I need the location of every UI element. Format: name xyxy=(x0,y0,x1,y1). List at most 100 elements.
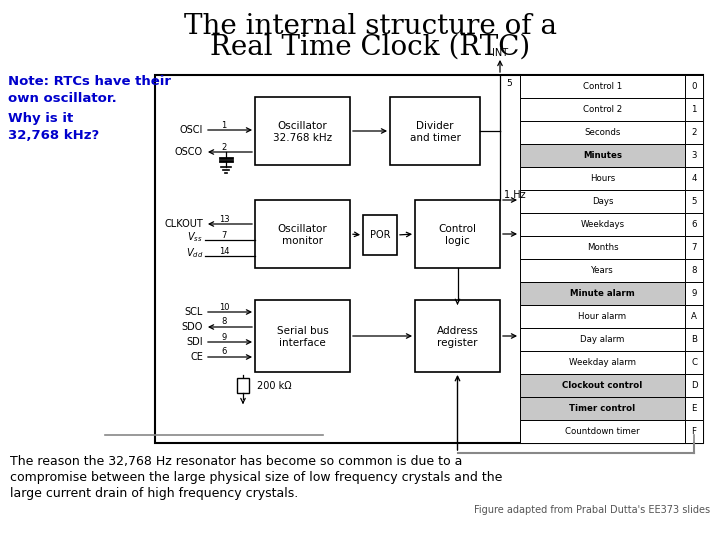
Text: 5: 5 xyxy=(506,78,512,87)
Text: Years: Years xyxy=(591,266,614,275)
Bar xyxy=(520,75,685,98)
Text: Weekday alarm: Weekday alarm xyxy=(569,358,636,367)
Bar xyxy=(155,75,703,443)
Text: 2: 2 xyxy=(691,128,697,137)
Bar xyxy=(685,98,703,121)
Text: Clockout control: Clockout control xyxy=(562,381,643,390)
Text: Days: Days xyxy=(592,197,613,206)
Bar xyxy=(520,305,685,328)
Bar xyxy=(685,213,703,236)
Bar xyxy=(415,200,500,268)
Text: The reason the 32,768 Hz resonator has become so common is due to a: The reason the 32,768 Hz resonator has b… xyxy=(10,456,462,469)
Text: and timer: and timer xyxy=(410,133,460,143)
Text: 200 kΩ: 200 kΩ xyxy=(257,381,292,391)
Text: C: C xyxy=(691,358,697,367)
Bar xyxy=(390,97,480,165)
Bar xyxy=(415,300,500,372)
Bar xyxy=(685,420,703,443)
Bar xyxy=(520,374,685,397)
Text: Figure adapted from Prabal Dutta's EE373 slides: Figure adapted from Prabal Dutta's EE373… xyxy=(474,505,710,515)
Text: Divider: Divider xyxy=(416,121,454,131)
Bar xyxy=(255,300,350,372)
Text: OSCI: OSCI xyxy=(179,125,203,135)
Text: 32.768 kHz: 32.768 kHz xyxy=(273,133,332,143)
Text: POR: POR xyxy=(370,230,390,240)
Text: Oscillator: Oscillator xyxy=(278,121,328,131)
Text: D: D xyxy=(690,381,697,390)
Text: Months: Months xyxy=(587,243,618,252)
Text: 3: 3 xyxy=(691,151,697,160)
Text: CLKOUT: CLKOUT xyxy=(164,219,203,229)
Text: Timer control: Timer control xyxy=(570,404,636,413)
Text: 10: 10 xyxy=(219,302,229,312)
Text: interface: interface xyxy=(279,338,326,348)
Text: 5: 5 xyxy=(691,197,697,206)
Text: Hours: Hours xyxy=(590,174,615,183)
Text: A: A xyxy=(691,312,697,321)
Text: Seconds: Seconds xyxy=(585,128,621,137)
Bar xyxy=(520,397,685,420)
Text: $V_{dd}$: $V_{dd}$ xyxy=(186,246,203,260)
Text: 13: 13 xyxy=(219,214,229,224)
Text: 7: 7 xyxy=(691,243,697,252)
Text: 14: 14 xyxy=(219,246,229,255)
Text: Weekdays: Weekdays xyxy=(580,220,624,229)
Bar xyxy=(520,420,685,443)
Text: $V_{ss}$: $V_{ss}$ xyxy=(187,230,203,244)
Text: 9: 9 xyxy=(221,333,227,341)
Bar xyxy=(520,190,685,213)
Bar xyxy=(520,167,685,190)
Bar xyxy=(685,397,703,420)
Text: OSCO: OSCO xyxy=(175,147,203,157)
Bar xyxy=(520,328,685,351)
Text: SDO: SDO xyxy=(181,322,203,332)
Text: monitor: monitor xyxy=(282,236,323,246)
Text: Oscillator: Oscillator xyxy=(278,224,328,234)
Text: INT: INT xyxy=(492,48,508,58)
Bar xyxy=(685,259,703,282)
Text: 1: 1 xyxy=(691,105,697,114)
Text: 8: 8 xyxy=(221,318,227,327)
Text: 7: 7 xyxy=(221,231,227,240)
Text: compromise between the large physical size of low frequency crystals and the: compromise between the large physical si… xyxy=(10,471,503,484)
Text: 0: 0 xyxy=(691,82,697,91)
Text: Real Time Clock (RTC): Real Time Clock (RTC) xyxy=(210,33,530,60)
Text: SDI: SDI xyxy=(186,337,203,347)
Text: Address: Address xyxy=(436,326,478,336)
Bar xyxy=(520,259,685,282)
Bar xyxy=(255,97,350,165)
Text: Control 1: Control 1 xyxy=(583,82,622,91)
Bar xyxy=(363,215,397,255)
Text: 2: 2 xyxy=(221,143,227,152)
Text: Hour alarm: Hour alarm xyxy=(578,312,626,321)
Text: 1: 1 xyxy=(221,120,227,130)
Bar xyxy=(237,378,249,393)
Text: CE: CE xyxy=(190,352,203,362)
Text: Countdown timer: Countdown timer xyxy=(565,427,640,436)
Text: 6: 6 xyxy=(221,348,227,356)
Text: 1 Hz: 1 Hz xyxy=(504,190,526,200)
Text: F: F xyxy=(691,427,696,436)
Text: 8: 8 xyxy=(691,266,697,275)
Text: The internal structure of a: The internal structure of a xyxy=(184,14,557,40)
Bar xyxy=(685,374,703,397)
Text: Day alarm: Day alarm xyxy=(580,335,625,344)
Text: Control 2: Control 2 xyxy=(583,105,622,114)
Text: B: B xyxy=(691,335,697,344)
Bar xyxy=(520,121,685,144)
Bar xyxy=(520,144,685,167)
Text: 4: 4 xyxy=(691,174,697,183)
Bar xyxy=(685,75,703,98)
Bar xyxy=(685,328,703,351)
Text: register: register xyxy=(437,338,478,348)
Bar xyxy=(255,200,350,268)
Bar xyxy=(685,305,703,328)
Bar xyxy=(685,190,703,213)
Text: SCL: SCL xyxy=(184,307,203,317)
Bar xyxy=(520,351,685,374)
Text: 9: 9 xyxy=(691,289,697,298)
Text: Control: Control xyxy=(438,224,477,234)
Text: Why is it
32,768 kHz?: Why is it 32,768 kHz? xyxy=(8,112,99,142)
Bar xyxy=(685,282,703,305)
Text: Minute alarm: Minute alarm xyxy=(570,289,635,298)
